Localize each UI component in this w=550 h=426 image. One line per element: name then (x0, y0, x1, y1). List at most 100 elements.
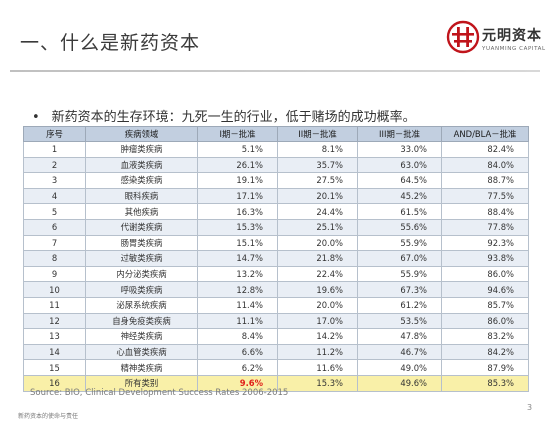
phase1-approval: 9.6% (197, 374, 278, 392)
table-row: 1 肿瘤类疾病 5.1% 8.1% 33.0% 82.4% (23, 141, 529, 158)
disease-area: 其他疾病 (85, 203, 198, 220)
phase2-approval: 27.5% (277, 172, 358, 189)
logo-mark-icon (446, 20, 480, 54)
title-divider (10, 70, 540, 72)
phase2-approval: 21.8% (277, 250, 358, 267)
phase3-approval: 46.7% (357, 343, 442, 361)
table-row: 6 代谢类疾病 15.3% 25.1% 55.6% 77.8% (23, 218, 529, 236)
row-index: 14 (23, 343, 86, 361)
phase1-approval: 16.3% (197, 203, 278, 220)
phase3-approval: 49.0% (357, 359, 442, 376)
phase3-approval: 55.6% (357, 218, 442, 236)
row-index: 11 (23, 296, 86, 314)
table-row: 5 其他疾病 16.3% 24.4% 61.5% 88.4% (23, 203, 529, 220)
disease-area: 精神类疾病 (85, 359, 198, 376)
nda-bla-approval: 84.2% (441, 343, 529, 361)
footer-text: 新药资本的使命与责任 (18, 413, 79, 420)
disease-area: 肠胃类疾病 (85, 234, 198, 252)
phase3-approval: 45.2% (357, 187, 442, 205)
phase1-approval: 12.8% (197, 281, 278, 298)
phase3-approval: 67.3% (357, 281, 442, 298)
table-row: 10 呼吸类疾病 12.8% 19.6% 67.3% 94.6% (23, 281, 529, 298)
phase2-approval: 11.6% (277, 359, 358, 376)
phase3-approval: 49.6% (357, 374, 442, 392)
phase3-approval: 63.0% (357, 156, 442, 174)
phase1-approval: 11.1% (197, 312, 278, 330)
phase2-approval: 14.2% (277, 328, 358, 345)
page-title: 一、什么是新药资本 (20, 32, 201, 54)
row-index: 15 (23, 359, 86, 376)
row-index: 6 (23, 218, 86, 236)
phase3-approval: 33.0% (357, 141, 442, 158)
phase1-approval: 6.2% (197, 359, 278, 376)
table-row: 7 肠胃类疾病 15.1% 20.0% 55.9% 92.3% (23, 234, 529, 252)
nda-bla-approval: 83.2% (441, 328, 529, 345)
phase2-approval: 25.1% (277, 218, 358, 236)
phase2-approval: 35.7% (277, 156, 358, 174)
row-index: 9 (23, 265, 86, 283)
col-header: I期－批准 (197, 126, 278, 142)
phase2-approval: 11.2% (277, 343, 358, 361)
disease-area: 呼吸类疾病 (85, 281, 198, 298)
disease-area: 神经类疾病 (85, 328, 198, 345)
phase1-approval: 19.1% (197, 172, 278, 189)
table-row-total: 16 所有类别 9.6% 15.3% 49.6% 85.3% (23, 374, 529, 392)
disease-area: 过敏类疾病 (85, 250, 198, 267)
nda-bla-approval: 93.8% (441, 250, 529, 267)
disease-area: 自身免疫类疾病 (85, 312, 198, 330)
logo-text-cn: 元明资本 (482, 28, 542, 44)
row-index: 7 (23, 234, 86, 252)
phase3-approval: 64.5% (357, 172, 442, 189)
phase2-approval: 24.4% (277, 203, 358, 220)
nda-bla-approval: 87.9% (441, 359, 529, 376)
row-index: 16 (23, 374, 86, 392)
nda-bla-approval: 88.7% (441, 172, 529, 189)
bullet-point: • 新药资本的生存环境：九死一生的行业，低于赌场的成功概率。 (32, 106, 416, 125)
row-index: 2 (23, 156, 86, 174)
phase3-approval: 61.2% (357, 296, 442, 314)
phase1-approval: 5.1% (197, 141, 278, 158)
table-row: 9 内分泌类疾病 13.2% 22.4% 55.9% 86.0% (23, 265, 529, 283)
logo: 元明资本 YUANMING CAPITAL (446, 12, 546, 60)
phase1-approval: 14.7% (197, 250, 278, 267)
bullet-icon: • (32, 110, 40, 125)
nda-bla-approval: 86.0% (441, 312, 529, 330)
phase1-approval: 8.4% (197, 328, 278, 345)
disease-area: 内分泌类疾病 (85, 265, 198, 283)
nda-bla-approval: 88.4% (441, 203, 529, 220)
table-row: 15 精神类疾病 6.2% 11.6% 49.0% 87.9% (23, 359, 529, 376)
col-header: AND/BLA－批准 (441, 126, 529, 142)
row-index: 3 (23, 172, 86, 189)
row-index: 8 (23, 250, 86, 267)
row-index: 4 (23, 187, 86, 205)
logo-text-en: YUANMING CAPITAL (482, 46, 546, 52)
phase2-approval: 17.0% (277, 312, 358, 330)
nda-bla-approval: 82.4% (441, 141, 529, 158)
source-note: Source: BIO, Clinical Development Succes… (30, 388, 289, 398)
phase3-approval: 67.0% (357, 250, 442, 267)
phase3-approval: 55.9% (357, 234, 442, 252)
disease-area: 血液类疾病 (85, 156, 198, 174)
page-number: 3 (527, 403, 533, 412)
nda-bla-approval: 85.7% (441, 296, 529, 314)
phase2-approval: 20.0% (277, 296, 358, 314)
disease-area: 所有类别 (85, 374, 198, 392)
row-index: 5 (23, 203, 86, 220)
phase2-approval: 15.3% (277, 374, 358, 392)
row-index: 13 (23, 328, 86, 345)
table-row: 4 眼科疾病 17.1% 20.1% 45.2% 77.5% (23, 187, 529, 205)
row-index: 12 (23, 312, 86, 330)
phase2-approval: 19.6% (277, 281, 358, 298)
phase1-approval: 15.1% (197, 234, 278, 252)
table-row: 8 过敏类疾病 14.7% 21.8% 67.0% 93.8% (23, 250, 529, 267)
col-header: 序号 (23, 126, 86, 142)
nda-bla-approval: 77.5% (441, 187, 529, 205)
disease-area: 感染类疾病 (85, 172, 198, 189)
phase1-approval: 15.3% (197, 218, 278, 236)
disease-area: 肿瘤类疾病 (85, 141, 198, 158)
phase1-approval: 6.6% (197, 343, 278, 361)
phase3-approval: 61.5% (357, 203, 442, 220)
col-header: III期－批准 (357, 126, 442, 142)
phase2-approval: 20.0% (277, 234, 358, 252)
disease-area: 眼科疾病 (85, 187, 198, 205)
